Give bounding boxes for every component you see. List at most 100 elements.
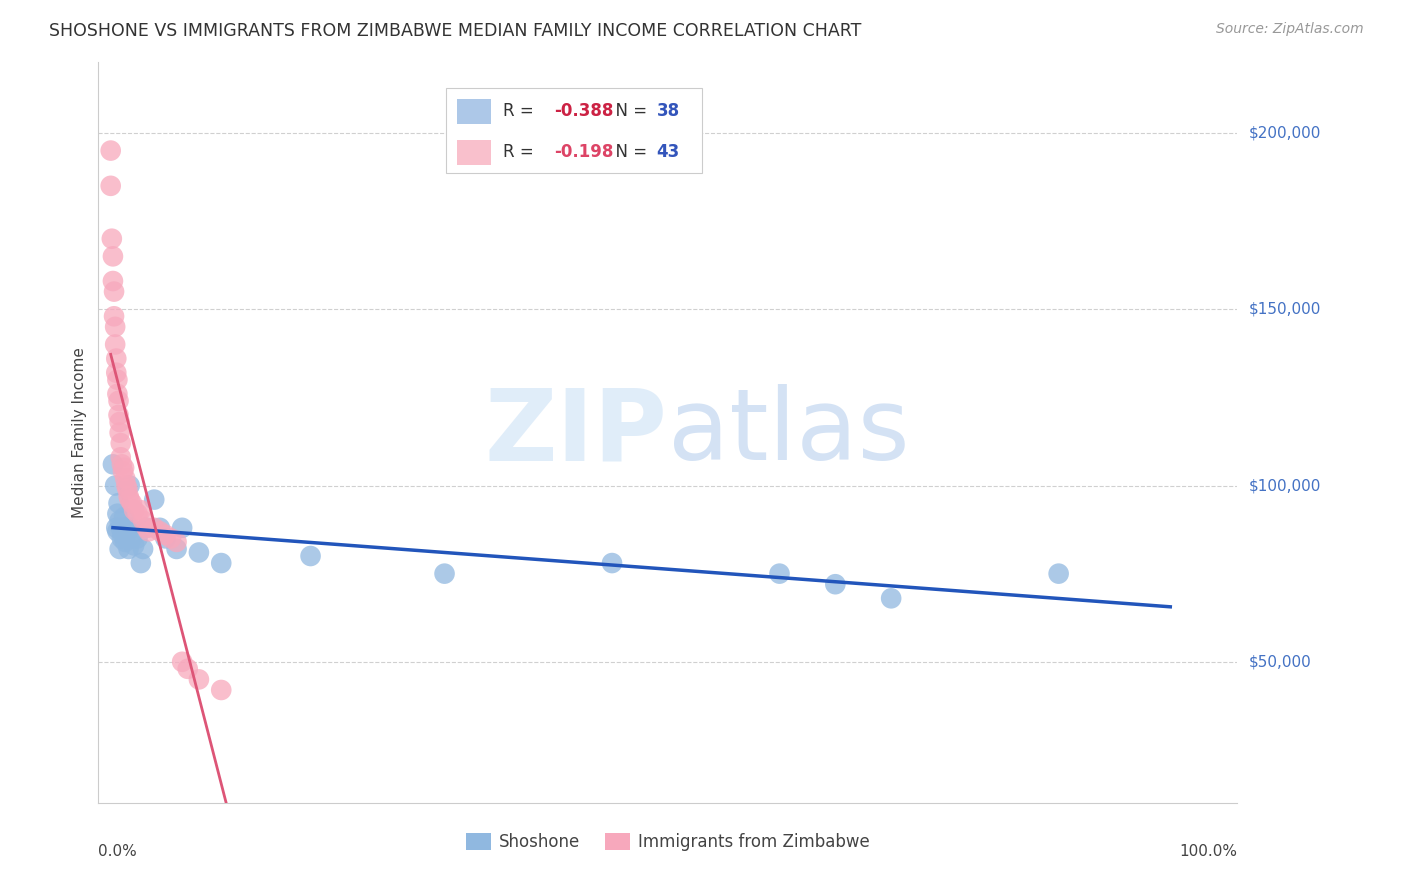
Point bbox=[114, 535, 136, 549]
Point bbox=[600, 556, 623, 570]
Point bbox=[117, 524, 139, 539]
Text: N =: N = bbox=[605, 103, 652, 120]
Point bbox=[105, 351, 128, 366]
Point bbox=[127, 507, 149, 521]
Point bbox=[111, 532, 134, 546]
Text: -0.388: -0.388 bbox=[554, 103, 613, 120]
Point bbox=[115, 478, 138, 492]
FancyBboxPatch shape bbox=[457, 140, 491, 165]
Point bbox=[111, 464, 134, 478]
Point bbox=[112, 461, 135, 475]
Point bbox=[129, 503, 152, 517]
Point bbox=[117, 541, 139, 556]
Point bbox=[107, 373, 129, 387]
Point bbox=[107, 408, 129, 422]
FancyBboxPatch shape bbox=[457, 99, 491, 124]
Point bbox=[149, 521, 172, 535]
Point bbox=[129, 556, 152, 570]
Point bbox=[101, 458, 124, 472]
Point bbox=[112, 510, 135, 524]
Point bbox=[120, 521, 142, 535]
Text: N =: N = bbox=[605, 143, 652, 161]
Point bbox=[105, 366, 128, 380]
Point bbox=[105, 521, 128, 535]
Point bbox=[880, 591, 903, 606]
Point bbox=[111, 528, 134, 542]
Point bbox=[108, 514, 131, 528]
Point bbox=[110, 436, 132, 450]
Point bbox=[104, 478, 127, 492]
Point bbox=[107, 524, 129, 539]
Point bbox=[121, 532, 143, 546]
Text: atlas: atlas bbox=[668, 384, 910, 481]
Text: Source: ZipAtlas.com: Source: ZipAtlas.com bbox=[1216, 22, 1364, 37]
Point bbox=[110, 450, 132, 465]
Point bbox=[166, 535, 188, 549]
Point bbox=[115, 521, 138, 535]
Text: 0.0%: 0.0% bbox=[98, 844, 138, 858]
Point bbox=[1047, 566, 1070, 581]
Point bbox=[107, 393, 129, 408]
Point bbox=[118, 478, 141, 492]
Point bbox=[135, 521, 157, 535]
Point bbox=[111, 458, 134, 472]
Point bbox=[121, 496, 143, 510]
Point bbox=[132, 541, 155, 556]
Point bbox=[117, 482, 139, 496]
Point bbox=[108, 415, 131, 429]
Point bbox=[155, 528, 177, 542]
Point bbox=[824, 577, 846, 591]
Point bbox=[172, 521, 194, 535]
Point bbox=[107, 507, 129, 521]
Point bbox=[768, 566, 790, 581]
Point bbox=[122, 503, 145, 517]
Point bbox=[166, 541, 188, 556]
Point bbox=[155, 532, 177, 546]
Point bbox=[104, 337, 127, 351]
Point bbox=[138, 524, 160, 539]
Point bbox=[100, 178, 122, 193]
Point bbox=[143, 521, 166, 535]
Point bbox=[107, 496, 129, 510]
Point bbox=[101, 232, 124, 246]
Point bbox=[103, 285, 125, 299]
Legend: Shoshone, Immigrants from Zimbabwe: Shoshone, Immigrants from Zimbabwe bbox=[458, 826, 877, 857]
Point bbox=[172, 655, 194, 669]
Point bbox=[127, 532, 149, 546]
Point bbox=[433, 566, 456, 581]
Point bbox=[114, 471, 136, 485]
Point bbox=[187, 545, 209, 559]
Text: $200,000: $200,000 bbox=[1249, 126, 1320, 140]
Point bbox=[110, 521, 132, 535]
Point bbox=[299, 549, 322, 563]
Text: 43: 43 bbox=[657, 143, 679, 161]
Point bbox=[104, 319, 127, 334]
Text: -0.198: -0.198 bbox=[554, 143, 613, 161]
Point bbox=[160, 532, 183, 546]
Text: SHOSHONE VS IMMIGRANTS FROM ZIMBABWE MEDIAN FAMILY INCOME CORRELATION CHART: SHOSHONE VS IMMIGRANTS FROM ZIMBABWE MED… bbox=[49, 22, 862, 40]
Point bbox=[101, 249, 124, 263]
Text: 38: 38 bbox=[657, 103, 679, 120]
Point bbox=[135, 521, 157, 535]
Text: ZIP: ZIP bbox=[485, 384, 668, 481]
Point bbox=[209, 683, 232, 698]
Text: $100,000: $100,000 bbox=[1249, 478, 1320, 493]
Point bbox=[143, 492, 166, 507]
Point bbox=[132, 514, 155, 528]
Point bbox=[209, 556, 232, 570]
Point bbox=[187, 673, 209, 687]
Point bbox=[101, 274, 124, 288]
Y-axis label: Median Family Income: Median Family Income bbox=[72, 347, 87, 518]
FancyBboxPatch shape bbox=[446, 88, 702, 173]
Point bbox=[100, 144, 122, 158]
Point bbox=[103, 310, 125, 324]
Text: $50,000: $50,000 bbox=[1249, 654, 1312, 669]
Point bbox=[118, 492, 141, 507]
Text: R =: R = bbox=[503, 143, 538, 161]
Point bbox=[108, 425, 131, 440]
Point bbox=[122, 538, 145, 552]
Text: $150,000: $150,000 bbox=[1249, 301, 1320, 317]
Point bbox=[108, 541, 131, 556]
Point bbox=[107, 387, 129, 401]
Text: 100.0%: 100.0% bbox=[1180, 844, 1237, 858]
